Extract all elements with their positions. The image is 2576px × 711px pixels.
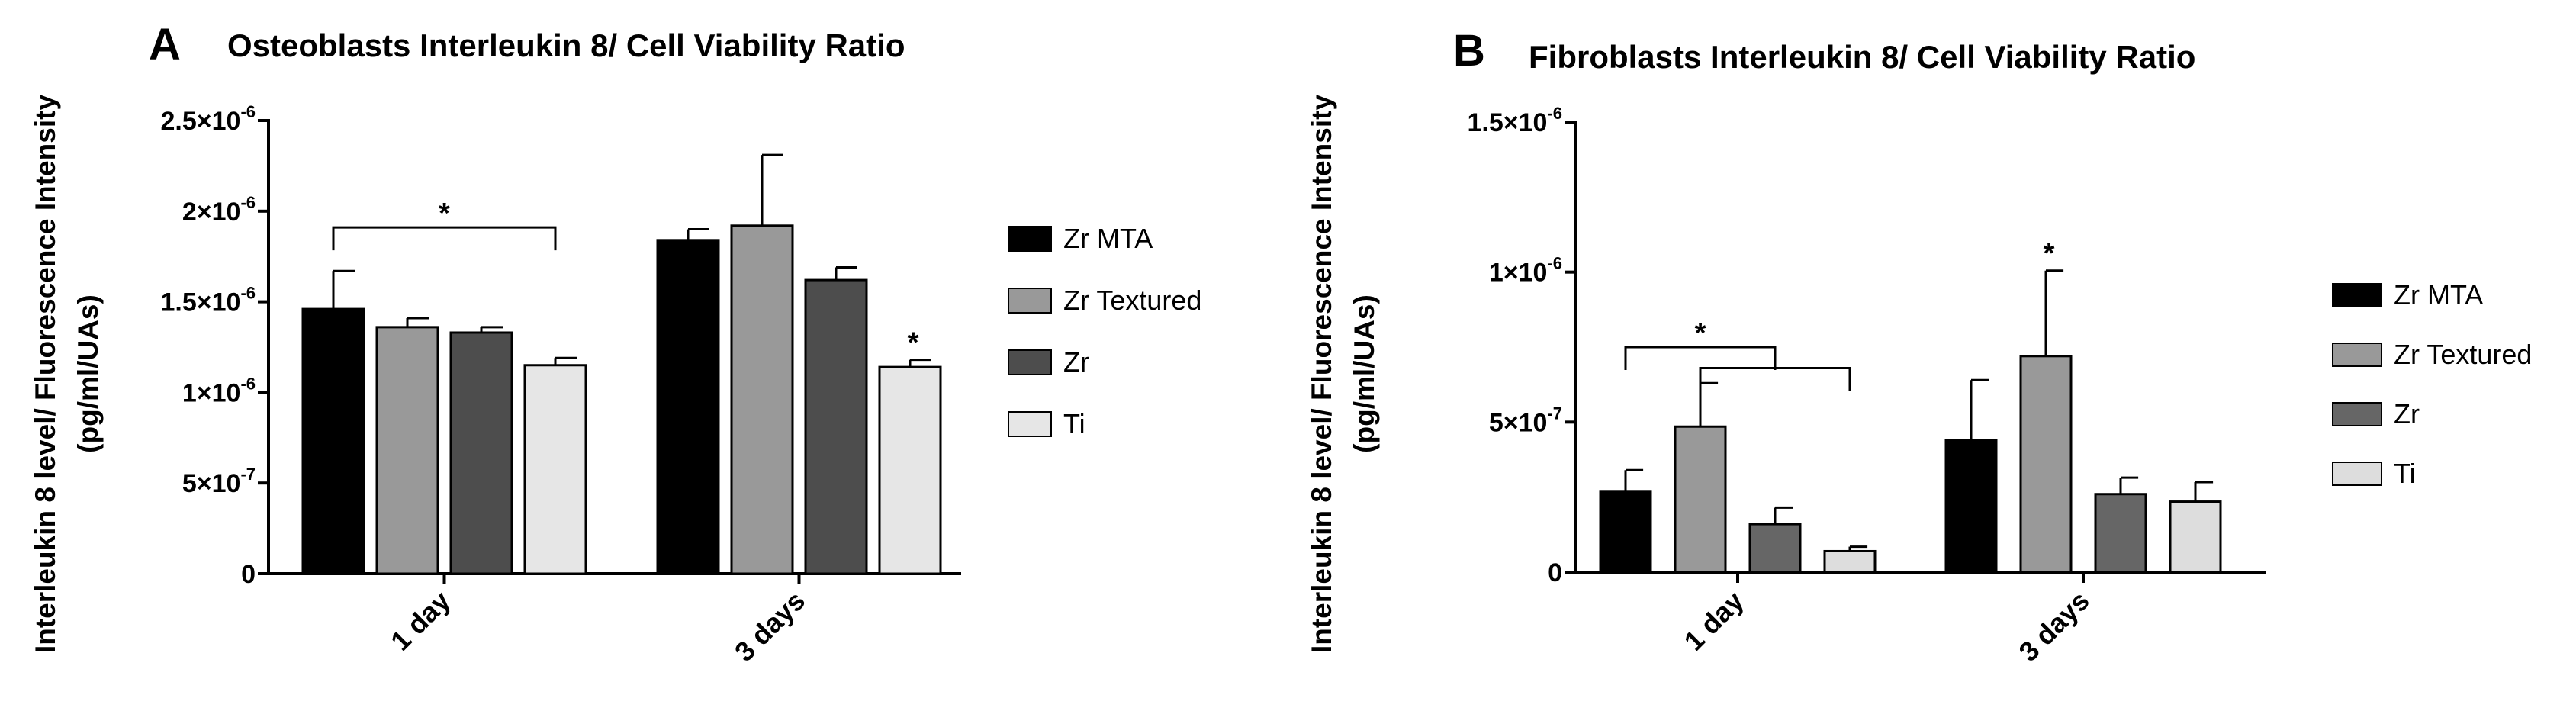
chart-panel-b: B Fibroblasts Interleukin 8/ Cell Viabili… [1306, 26, 2533, 668]
legend-swatch [2332, 402, 2382, 426]
significance-label: * [908, 327, 919, 359]
y-tick-label: 1.5×10-6 [1467, 104, 1562, 137]
significance-bracket [1624, 346, 1777, 370]
legend-label: Zr MTA [2394, 279, 2483, 310]
bar [2094, 493, 2147, 574]
legend-label: Zr [1063, 346, 1089, 378]
y-axis-label: (pg/ml/UAs) [1349, 294, 1380, 453]
bar [449, 331, 513, 575]
significance-label: * [2044, 238, 2055, 270]
legend-swatch [1008, 349, 1052, 375]
x-tick-label: 1 day [384, 585, 456, 657]
legend-swatch [2332, 343, 2382, 367]
y-tick-label: 1×10-6 [1489, 254, 1562, 288]
significance-bracket [332, 226, 557, 251]
legend-swatch [1008, 288, 1052, 314]
bar [1674, 425, 1727, 574]
significance-bracket [1699, 367, 1851, 391]
bar [523, 364, 587, 575]
legend-swatch [1008, 226, 1052, 252]
legend-swatch [2332, 462, 2382, 486]
legend-label: Zr Textured [1063, 285, 1201, 316]
x-tick-label: 3 days [2012, 585, 2095, 668]
legend-label: Zr MTA [1063, 223, 1153, 254]
panel-letter: B [1453, 26, 1485, 76]
x-tick-label: 1 day [1678, 585, 1750, 657]
y-axis-label: Interleukin 8 level/ Fluorescence Intens… [30, 95, 61, 653]
legend-label: Zr Textured [2394, 339, 2532, 370]
bar [804, 278, 868, 575]
bar [2169, 500, 2222, 574]
y-tick-label: 0 [1548, 558, 1562, 587]
significance-label: * [439, 198, 450, 230]
legend-swatch [1008, 411, 1052, 437]
panel-letter: A [149, 20, 181, 69]
bar [301, 307, 365, 575]
y-axis-label: (pg/ml/UAs) [72, 294, 104, 453]
y-axis-label: Interleukin 8 level/ Fluorescence Intens… [1306, 95, 1337, 653]
bar [1823, 549, 1877, 574]
legend-swatch [2332, 283, 2382, 307]
legend: Zr MTA Zr Textured Zr Ti [2332, 279, 2532, 489]
significance-label: * [1695, 317, 1706, 349]
y-tick-label: 0 [241, 560, 256, 589]
chart-title: Osteoblasts Interleukin 8/ Cell Viabilit… [227, 27, 905, 63]
y-tick-label: 1.5×10-6 [160, 284, 256, 317]
legend: Zr MTA Zr Textured Zr Ti [1008, 223, 1201, 439]
legend-label: Ti [1063, 408, 1085, 439]
y-tick-label: 5×10-7 [182, 465, 256, 498]
legend-label: Zr [2394, 398, 2420, 429]
bar [878, 365, 942, 575]
x-tick-label: 3 days [728, 585, 811, 668]
bar [375, 326, 439, 575]
bar [1944, 439, 1998, 574]
bar [1748, 523, 1802, 574]
legend-label: Ti [2394, 458, 2416, 489]
bar [656, 239, 720, 575]
y-tick-label: 5×10-7 [1489, 404, 1562, 437]
chart-panel-a: A Osteoblasts Interleukin 8/ Cell Viabili… [30, 20, 1202, 668]
y-tick-label: 2.5×10-6 [160, 102, 256, 136]
bar [1599, 490, 1652, 574]
bar [730, 224, 794, 575]
bar [2019, 355, 2073, 574]
y-tick-label: 1×10-6 [182, 374, 256, 407]
y-tick-label: 2×10-6 [182, 193, 256, 227]
chart-title: Fibroblasts Interleukin 8/ Cell Viabilit… [1529, 39, 2195, 75]
